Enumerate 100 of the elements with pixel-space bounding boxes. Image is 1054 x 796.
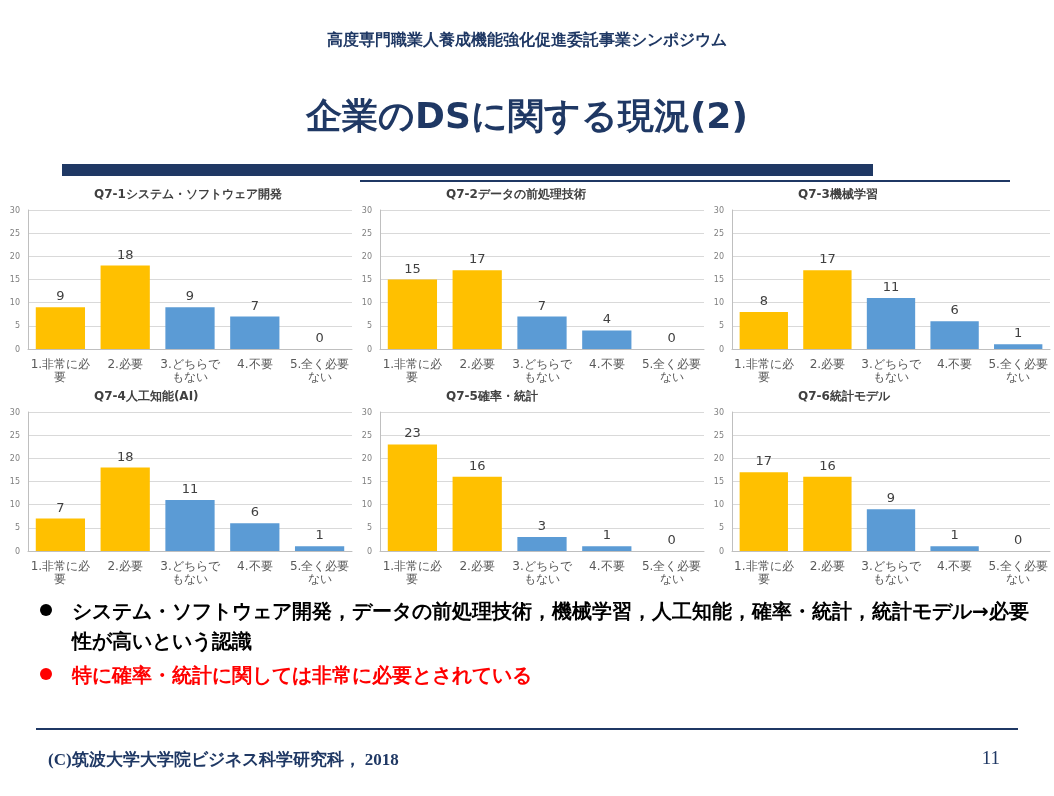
x-tick-label: 5.全く必要ない: [289, 356, 350, 384]
bar: [803, 476, 852, 551]
y-tick-label: 5: [718, 321, 724, 331]
bar: [739, 311, 788, 349]
data-label: 0: [315, 330, 324, 345]
data-label: 7: [56, 499, 65, 515]
y-tick-label: 20: [9, 453, 20, 463]
y-tick-label: 0: [14, 344, 20, 354]
bar: [739, 472, 788, 551]
bar: [517, 316, 567, 349]
x-tick-label: 2.必要: [809, 558, 846, 573]
y-tick-label: 10: [9, 298, 20, 308]
x-tick-label: 1.非常に必要: [30, 356, 91, 384]
text: 11: [981, 747, 1000, 769]
x-tick-label: 2.必要: [107, 558, 143, 573]
bar: [803, 270, 852, 349]
bar: [452, 476, 502, 551]
bar: [35, 307, 86, 349]
y-tick-label: 10: [361, 298, 372, 308]
data-label: 1: [950, 527, 959, 543]
x-tick-label: 5.全く必要ない: [289, 558, 350, 586]
bar: [517, 537, 567, 551]
data-label: 4: [602, 311, 611, 327]
data-label: 18: [116, 448, 134, 464]
data-label: 3: [537, 518, 547, 534]
x-tick-label: 4.不要: [936, 356, 973, 371]
y-tick-label: 15: [713, 275, 724, 284]
x-tick-label: 3.どちらでもない: [160, 558, 221, 586]
chart-title: Q7-4人工知能(AI): [94, 389, 199, 403]
x-tick-label: 3.どちらでもない: [160, 356, 221, 384]
x-tick-label: 2.必要: [459, 558, 495, 573]
x-tick-label: 4.不要: [237, 558, 273, 573]
y-tick-label: 15: [9, 477, 20, 486]
y-tick-label: 0: [366, 546, 372, 556]
bar: [582, 546, 632, 551]
bar: [866, 509, 916, 551]
y-tick-label: 20: [361, 453, 372, 463]
y-tick-label: 5: [14, 523, 20, 533]
x-tick-label: 3.どちらでもない: [512, 558, 573, 586]
x-tick-label: 4.不要: [589, 558, 625, 573]
data-label: 7: [537, 297, 547, 313]
x-tick-label: 3.どちらでもない: [861, 356, 922, 384]
bar: [452, 270, 502, 349]
x-tick-label: 4.不要: [237, 356, 273, 371]
y-tick-label: 0: [14, 546, 20, 556]
x-tick-label: 5.全く必要ない: [988, 558, 1048, 586]
text: 特に確率・統計に関しては非常に必要とされている: [72, 662, 533, 689]
bar: [230, 523, 280, 551]
data-label: 18: [116, 246, 134, 262]
y-tick-label: 20: [713, 251, 724, 261]
x-tick-label: 1.非常に必要: [734, 558, 794, 586]
x-tick-label: 1.非常に必要: [382, 558, 443, 586]
y-tick-label: 25: [713, 430, 724, 440]
y-tick-label: 25: [9, 228, 20, 238]
data-label: 0: [667, 532, 676, 547]
text: 高度専門職業人養成機能強化促進委託事業シンポジウム: [326, 30, 728, 51]
y-tick-label: 20: [9, 251, 20, 261]
x-tick-label: 4.不要: [936, 558, 973, 573]
data-label: 8: [759, 292, 768, 308]
x-tick-label: 5.全く必要ない: [641, 558, 702, 586]
y-tick-label: 5: [366, 321, 372, 331]
bar: [582, 330, 632, 349]
chart-title: Q7-2データの前処理技術: [446, 187, 586, 201]
chart-title: Q7-5確率・統計: [446, 389, 538, 403]
y-tick-label: 15: [361, 477, 372, 486]
bar: [294, 546, 345, 551]
data-label: 11: [882, 279, 900, 295]
y-tick-label: 30: [361, 205, 372, 215]
y-tick-label: 30: [361, 407, 372, 417]
y-tick-label: 25: [361, 430, 372, 440]
data-label: 1: [315, 527, 324, 543]
y-tick-label: 0: [366, 344, 372, 354]
x-tick-label: 4.不要: [589, 356, 625, 371]
y-tick-label: 5: [718, 523, 724, 533]
text: (C)筑波大学大学院ビジネス科学研究科， 2018: [48, 749, 399, 771]
bar: [930, 546, 979, 551]
y-tick-label: 15: [713, 477, 724, 486]
x-tick-label: 2.必要: [459, 356, 495, 371]
bar: [100, 265, 150, 349]
y-tick-label: 0: [718, 344, 724, 354]
data-label: 9: [56, 288, 65, 304]
data-label: 0: [667, 330, 676, 345]
bar: [230, 316, 280, 349]
chart-title: Q7-6統計モデル: [798, 389, 891, 403]
bar: [165, 307, 215, 349]
data-label: 17: [755, 453, 773, 469]
x-tick-label: 3.どちらでもない: [861, 558, 922, 586]
bar: [866, 298, 916, 349]
data-label: 7: [250, 297, 259, 313]
data-label: 16: [468, 457, 486, 473]
text: 企業のDSに関する現況(2): [305, 94, 749, 138]
data-label: 9: [886, 490, 896, 506]
y-tick-label: 10: [713, 298, 724, 308]
data-label: 9: [185, 288, 195, 304]
x-tick-label: 1.非常に必要: [734, 356, 794, 384]
chart-title: Q7-3機械学習: [798, 187, 878, 201]
data-label: 15: [404, 260, 421, 276]
bar: [387, 444, 438, 551]
bar: [930, 321, 979, 349]
x-tick-label: 1.非常に必要: [30, 558, 91, 586]
